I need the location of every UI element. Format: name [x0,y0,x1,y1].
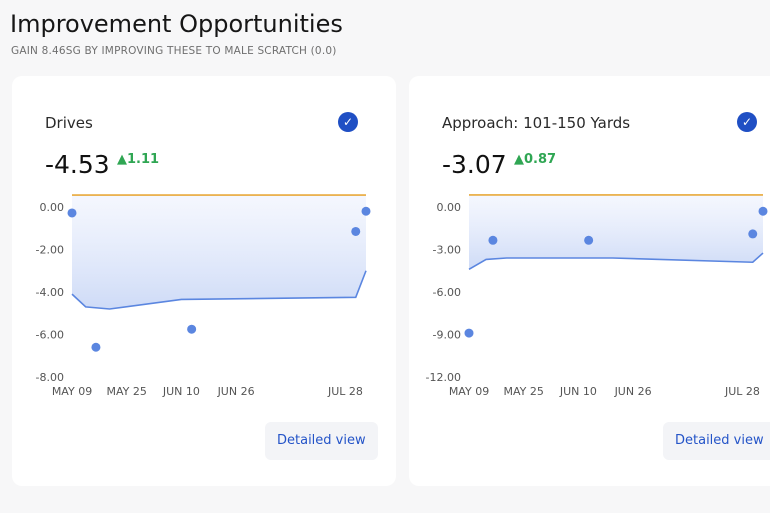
sg-value: -3.07 [442,150,507,179]
data-point [488,235,498,245]
y-tick-label: -6.00 [36,329,64,342]
data-point [758,206,768,216]
data-point [91,342,101,352]
check-circle-icon[interactable]: ✓ [338,112,358,132]
check-circle-icon[interactable]: ✓ [737,112,757,132]
data-point [748,229,758,239]
x-tick-label: JUN 26 [614,385,652,398]
card-title: Approach: 101-150 Yards [442,114,631,132]
y-tick-label: -2.00 [36,244,64,257]
improvement-area [72,195,366,309]
data-point [361,206,371,216]
x-tick-label: JUN 10 [162,385,200,398]
sg-delta: ▲1.11 [117,152,160,167]
y-tick-label: 0.00 [437,201,462,214]
y-tick-label: -12.00 [426,371,461,384]
triangle-up-icon: ▲ [514,152,524,167]
x-tick-label: MAY 09 [52,385,92,398]
y-tick-label: -6.00 [433,286,461,299]
card-drives: Drives ✓ -4.53 ▲1.11 0.00 -2.00 -4.00 -6.00… [12,76,396,486]
data-point [187,324,197,334]
sg-delta: ▲0.87 [514,152,557,167]
y-tick-label: 0.00 [40,201,65,214]
triangle-up-icon: ▲ [117,152,127,167]
y-tick-label: -8.00 [36,371,64,384]
data-point [351,226,361,236]
detailed-view-button[interactable]: Detailed view [265,422,378,460]
card-approach: Approach: 101-150 Yards ✓ -3.07 ▲0.87 0.… [409,76,770,486]
page-title: Improvement Opportunities [10,10,343,38]
sg-value: -4.53 [45,150,110,179]
x-tick-label: JUL 28 [327,385,363,398]
y-tick-label: -4.00 [36,286,64,299]
x-tick-label: MAY 25 [504,385,544,398]
detailed-view-button[interactable]: Detailed view [663,422,770,460]
data-point [67,208,77,218]
x-tick-label: JUN 26 [217,385,255,398]
x-tick-label: JUL 28 [724,385,760,398]
page-subtitle: GAIN 8.46SG BY IMPROVING THESE TO MALE S… [11,45,337,57]
data-point [464,328,474,338]
improvement-area [469,194,763,270]
data-point [584,235,594,245]
x-tick-label: MAY 25 [107,385,147,398]
y-tick-label: -3.00 [433,244,461,257]
trend-line [468,252,764,271]
x-tick-label: JUN 10 [559,385,597,398]
y-tick-label: -9.00 [433,329,461,342]
card-title: Drives [45,114,93,132]
trend-line [71,270,367,310]
x-tick-label: MAY 09 [449,385,489,398]
